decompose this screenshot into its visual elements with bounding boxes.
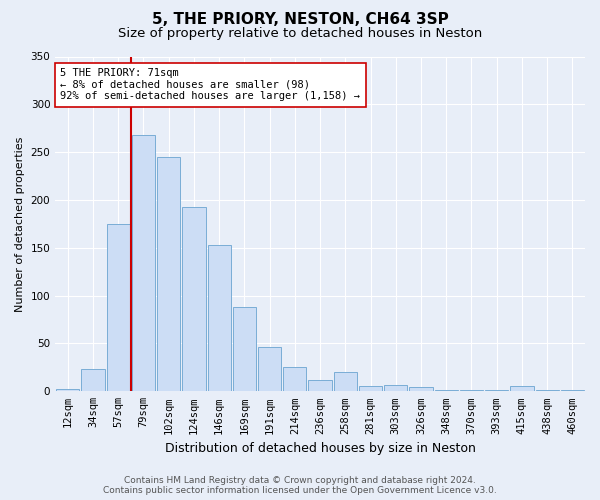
Bar — [334, 372, 357, 392]
Bar — [283, 368, 307, 392]
Bar — [258, 348, 281, 392]
Bar — [536, 390, 559, 392]
Bar — [359, 386, 382, 392]
Bar — [82, 370, 104, 392]
Bar — [56, 390, 79, 392]
Bar — [434, 390, 458, 392]
Bar — [485, 390, 508, 392]
Text: Size of property relative to detached houses in Neston: Size of property relative to detached ho… — [118, 28, 482, 40]
Bar — [460, 390, 483, 392]
Text: 5 THE PRIORY: 71sqm
← 8% of detached houses are smaller (98)
92% of semi-detache: 5 THE PRIORY: 71sqm ← 8% of detached hou… — [61, 68, 361, 102]
Bar — [182, 206, 206, 392]
Text: Contains HM Land Registry data © Crown copyright and database right 2024.
Contai: Contains HM Land Registry data © Crown c… — [103, 476, 497, 495]
Bar — [561, 390, 584, 392]
Bar — [308, 380, 332, 392]
Bar — [233, 307, 256, 392]
Y-axis label: Number of detached properties: Number of detached properties — [15, 136, 25, 312]
Bar — [208, 245, 231, 392]
Bar — [107, 224, 130, 392]
Bar — [157, 157, 181, 392]
Bar — [384, 384, 407, 392]
X-axis label: Distribution of detached houses by size in Neston: Distribution of detached houses by size … — [164, 442, 476, 455]
Bar — [132, 135, 155, 392]
Text: 5, THE PRIORY, NESTON, CH64 3SP: 5, THE PRIORY, NESTON, CH64 3SP — [152, 12, 448, 28]
Bar — [409, 388, 433, 392]
Bar — [511, 386, 533, 392]
